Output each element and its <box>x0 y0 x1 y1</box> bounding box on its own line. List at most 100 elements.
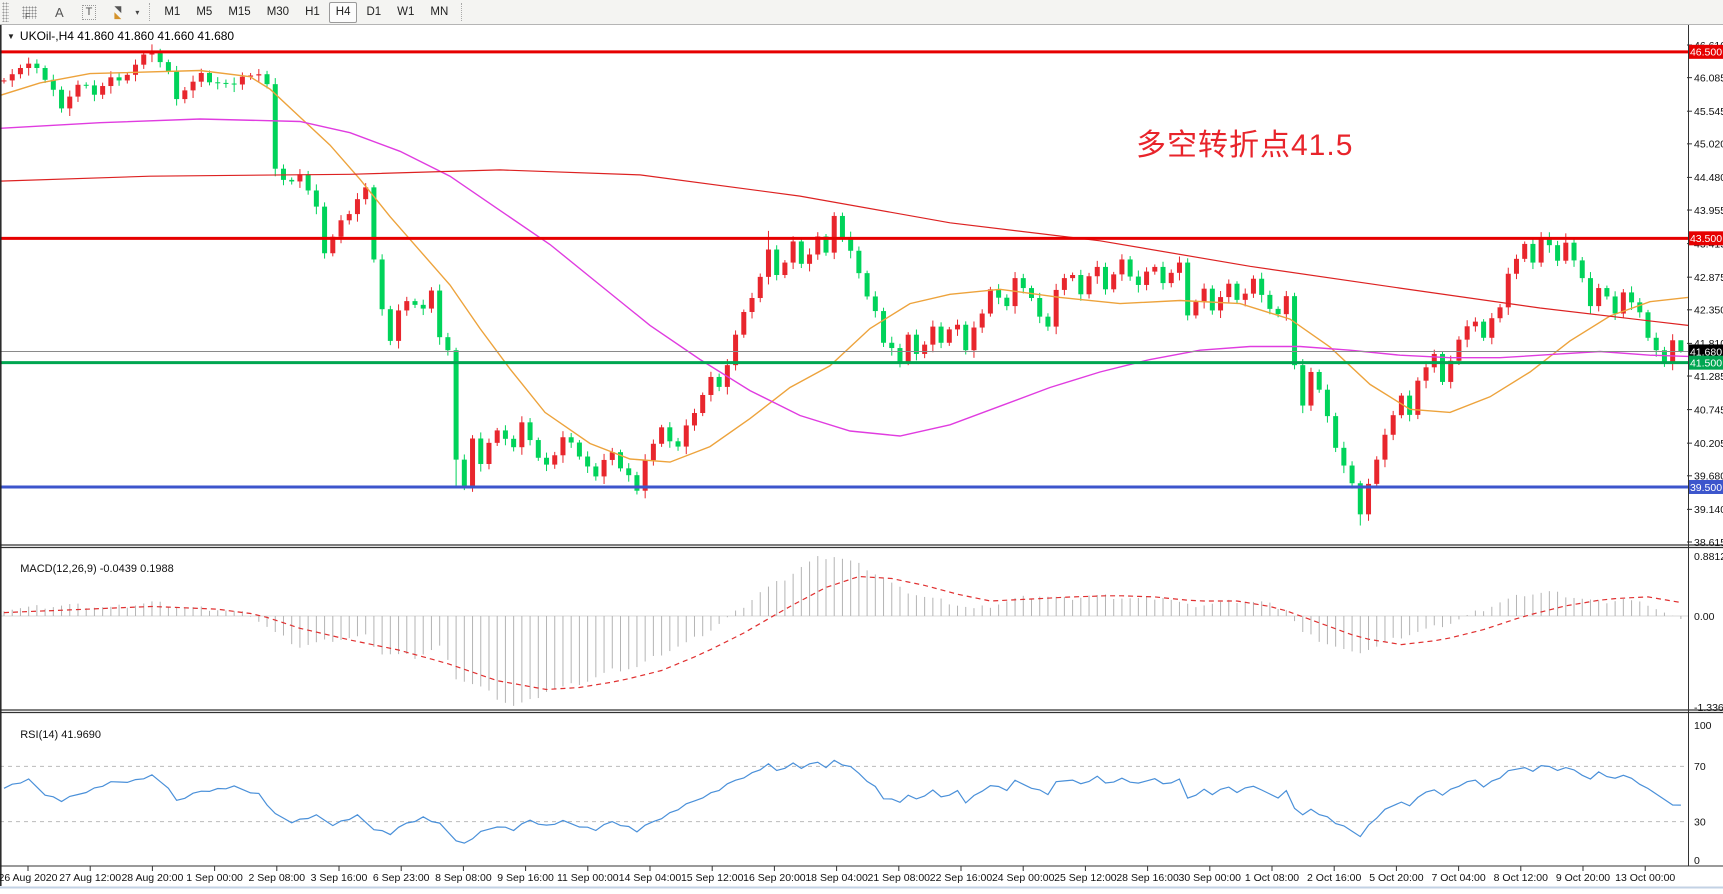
timeframe-button-m1[interactable]: M1 <box>157 2 187 23</box>
svg-text:0.8812: 0.8812 <box>1694 551 1723 563</box>
svg-text:46.500: 46.500 <box>1690 47 1722 59</box>
timeframe-button-w1[interactable]: W1 <box>390 2 421 23</box>
rsi-axis-label: 0 <box>1694 855 1700 867</box>
svg-text:100: 100 <box>1694 720 1712 732</box>
text-label-tool-button[interactable]: A <box>47 2 72 23</box>
svg-text:28 Sep 16:00: 28 Sep 16:00 <box>1116 872 1179 884</box>
chart-symbol-title[interactable]: ▼ UKOil-,H4 41.860 41.860 41.660 41.680 <box>7 29 234 43</box>
price-axis[interactable]: 46.61046.08545.54545.02044.48043.95543.4… <box>1687 40 1723 549</box>
price-badge-41.680: 41.680 <box>1689 344 1723 359</box>
svg-text:41.500: 41.500 <box>1690 357 1722 369</box>
timeframe-toolbar: M1 M5 M15 M30 H1 H4 D1 W1 MN <box>156 1 456 23</box>
svg-text:5 Oct 20:00: 5 Oct 20:00 <box>1369 872 1423 884</box>
svg-text:0.00: 0.00 <box>1694 611 1715 623</box>
arrow-objects-button[interactable]: ◥ ◣ <box>106 2 129 23</box>
macd-label: MACD(12,26,9) -0.0439 0.1988 <box>8 551 174 587</box>
timeframe-button-d1[interactable]: D1 <box>359 2 388 23</box>
ma-orange-line <box>0 69 1689 463</box>
toolbar-separator <box>149 3 151 21</box>
ma-red-line <box>0 169 1689 326</box>
svg-text:9 Sep 16:00: 9 Sep 16:00 <box>497 872 554 884</box>
svg-text:0: 0 <box>1694 855 1700 867</box>
svg-text:7 Oct 04:00: 7 Oct 04:00 <box>1431 872 1485 884</box>
svg-text:16 Sep 20:00: 16 Sep 20:00 <box>743 872 806 884</box>
svg-text:40.745: 40.745 <box>1694 404 1723 416</box>
svg-text:21 Sep 08:00: 21 Sep 08:00 <box>868 872 931 884</box>
svg-text:30: 30 <box>1694 816 1706 828</box>
price-badge-43.500: 43.500 <box>1689 231 1723 246</box>
svg-text:43.955: 43.955 <box>1694 205 1723 217</box>
toolbar-separator <box>461 3 463 21</box>
toolbar: F A T ◥ ◣ ▾ M1 M5 M15 M30 H1 H4 D1 W1 MN <box>0 0 1723 25</box>
chevron-down-icon: ▾ <box>135 7 140 17</box>
macd-axis-label: -1.3368 <box>1694 702 1723 714</box>
svg-text:40.205: 40.205 <box>1694 438 1723 450</box>
svg-text:9 Oct 20:00: 9 Oct 20:00 <box>1556 872 1610 884</box>
svg-text:27 Aug 12:00: 27 Aug 12:00 <box>59 872 121 884</box>
svg-text:1 Sep 00:00: 1 Sep 00:00 <box>186 872 243 884</box>
svg-text:8 Oct 12:00: 8 Oct 12:00 <box>1494 872 1548 884</box>
macd-name: MACD(12,26,9) <box>20 563 97 575</box>
macd-signal-value: 0.1988 <box>140 563 174 575</box>
svg-text:41.680: 41.680 <box>1690 346 1722 358</box>
letter-a-icon: A <box>55 4 64 20</box>
macd-value: -0.0439 <box>99 563 138 575</box>
svg-text:39.680: 39.680 <box>1694 471 1723 483</box>
svg-text:41.285: 41.285 <box>1694 371 1723 383</box>
collapse-triangle-icon[interactable]: ▼ <box>7 31 15 41</box>
svg-text:45.545: 45.545 <box>1694 106 1723 118</box>
svg-text:6 Sep 23:00: 6 Sep 23:00 <box>373 872 430 884</box>
timeframe-button-h1[interactable]: H1 <box>298 2 327 23</box>
svg-text:39.500: 39.500 <box>1690 482 1722 494</box>
svg-text:43.500: 43.500 <box>1690 233 1722 245</box>
timeframe-button-h4[interactable]: H4 <box>328 1 358 23</box>
time-axis[interactable]: 26 Aug 2020 27 Aug 12:00 28 Aug 20:00 1 Sep… <box>0 866 1675 884</box>
svg-text:44.480: 44.480 <box>1694 172 1723 184</box>
grid-icon <box>22 5 37 19</box>
grid-f-tool-button[interactable]: F <box>14 2 45 23</box>
rsi-axis-label: 100 <box>1694 720 1712 732</box>
rsi-axis-label: 30 <box>1694 816 1706 828</box>
svg-text:26 Aug 2020: 26 Aug 2020 <box>0 872 58 884</box>
svg-text:13 Oct 00:00: 13 Oct 00:00 <box>1615 872 1675 884</box>
svg-text:14 Sep 04:00: 14 Sep 04:00 <box>619 872 682 884</box>
svg-text:-1.3368: -1.3368 <box>1694 702 1723 714</box>
svg-text:24 Sep 00:00: 24 Sep 00:00 <box>992 872 1055 884</box>
price-badge-41.500: 41.500 <box>1689 355 1723 370</box>
svg-text:8 Sep 08:00: 8 Sep 08:00 <box>435 872 492 884</box>
svg-text:25 Sep 12:00: 25 Sep 12:00 <box>1054 872 1117 884</box>
symbol-period-label: UKOil-,H4 <box>19 29 74 43</box>
text-tool-button[interactable]: T <box>74 2 105 23</box>
arrow-objects-dropdown[interactable]: ▾ <box>131 2 143 23</box>
svg-text:45.020: 45.020 <box>1694 139 1723 151</box>
rsi-line <box>3 759 1681 844</box>
rsi-value: 41.9690 <box>61 729 101 741</box>
timeframe-button-m15[interactable]: M15 <box>221 2 257 23</box>
svg-text:1 Oct 08:00: 1 Oct 08:00 <box>1245 872 1299 884</box>
svg-text:3 Sep 16:00: 3 Sep 16:00 <box>311 872 368 884</box>
svg-text:22 Sep 16:00: 22 Sep 16:00 <box>930 872 993 884</box>
grid-f-label: F <box>25 12 30 21</box>
svg-text:42.350: 42.350 <box>1694 305 1723 317</box>
svg-text:2 Oct 16:00: 2 Oct 16:00 <box>1307 872 1361 884</box>
svg-text:18 Sep 04:00: 18 Sep 04:00 <box>805 872 868 884</box>
svg-text:42.875: 42.875 <box>1694 272 1723 284</box>
candles[interactable] <box>1 44 1684 526</box>
annotation-text[interactable]: 多空转折点41.5 <box>1136 129 1354 162</box>
timeframe-button-m5[interactable]: M5 <box>189 2 219 23</box>
svg-text:38.615: 38.615 <box>1694 537 1723 549</box>
macd-signal-line <box>3 575 1681 691</box>
timeframe-button-m30[interactable]: M30 <box>260 2 296 23</box>
svg-text:28 Aug 20:00: 28 Aug 20:00 <box>121 872 183 884</box>
ohlc-values: 41.860 41.860 41.660 41.680 <box>77 29 235 43</box>
svg-text:15 Sep 12:00: 15 Sep 12:00 <box>681 872 744 884</box>
rsi-axis-label: 70 <box>1694 761 1706 773</box>
timeframe-button-mn[interactable]: MN <box>423 2 455 23</box>
svg-text:2 Sep 08:00: 2 Sep 08:00 <box>248 872 305 884</box>
toolbar-grip[interactable] <box>2 2 9 22</box>
rsi-name: RSI(14) <box>20 729 59 741</box>
macd-histogram <box>3 556 1682 706</box>
macd-axis-label: 0.00 <box>1694 611 1715 623</box>
